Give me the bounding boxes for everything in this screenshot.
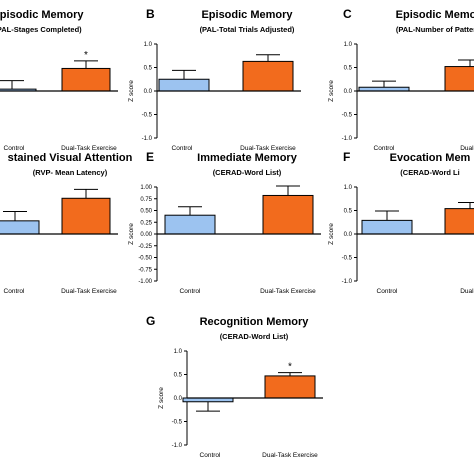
bar-dual-task-exercise <box>444 66 474 92</box>
y-tick-label: 1.0 <box>174 349 183 355</box>
x-tick-label: Dual-Task Exercise <box>61 288 117 295</box>
y-tick-label: 0.0 <box>344 232 353 238</box>
y-tick-label: -1.0 <box>172 443 183 449</box>
panel-title: stained Visual Attention <box>8 152 133 164</box>
y-tick-label: -1.0 <box>142 136 153 142</box>
y-tick-label: 0.0 <box>144 89 153 95</box>
x-tick-label: Control <box>377 288 399 295</box>
y-tick-label: 0.5 <box>344 209 353 215</box>
y-tick-label: -1.0 <box>342 279 353 285</box>
y-axis-label: Z score <box>328 80 335 102</box>
y-tick-label: 0.5 <box>144 66 153 72</box>
y-tick-label: 0.0 <box>344 89 353 95</box>
x-tick-label: Dual-Task Exercise <box>61 145 117 152</box>
y-tick-label: 0.5 <box>174 373 183 379</box>
x-tick-label: Dual-Task Exercise <box>260 288 316 295</box>
chart-panel-6: F Evocation Mem (CERAD-Word Li 1.0 0.5 0.0 -0.… <box>328 150 474 295</box>
y-tick-label: -0.5 <box>142 113 153 119</box>
panel-letter: E <box>146 150 154 164</box>
panel-letter: G <box>146 314 155 328</box>
y-tick-label: -0.50 <box>138 256 152 262</box>
x-tick-label: Control <box>172 145 194 152</box>
y-tick-label: -1.0 <box>342 136 353 142</box>
panel-subtitle: (CERAD-Word List) <box>220 332 289 341</box>
y-tick-label: 0.50 <box>140 209 152 215</box>
panel-subtitle: (RVP- Mean Latency) <box>33 168 108 177</box>
chart-panel-1: Episodic Memory (PAL-Stages Completed) Con… <box>0 9 118 152</box>
panel-subtitle: (CERAD-Word List) <box>213 168 282 177</box>
y-axis-label: Z score <box>328 223 335 245</box>
x-tick-label: Dual-Task Exercise <box>240 145 296 152</box>
bar-control <box>164 214 216 235</box>
y-tick-label: -0.25 <box>138 244 152 250</box>
x-tick-label: Control <box>180 288 202 295</box>
panel-letter: C <box>343 7 352 21</box>
bar-dual-task-exercise <box>61 197 111 235</box>
y-tick-label: -0.75 <box>138 267 152 273</box>
y-tick-label: 1.00 <box>140 185 152 191</box>
y-axis-label: Z score <box>158 387 165 409</box>
y-tick-label: 0.00 <box>140 232 152 238</box>
x-tick-label: Control <box>4 145 26 152</box>
x-tick-label: Dual-T <box>460 145 474 152</box>
panel-subtitle: (PAL-Stages Completed) <box>0 25 82 34</box>
x-tick-label: Control <box>200 452 222 459</box>
bar-dual-task-exercise <box>262 194 314 235</box>
y-tick-label: 1.0 <box>144 42 153 48</box>
bar-dual-task-exercise <box>264 375 316 399</box>
y-tick-label: 0.5 <box>344 66 353 72</box>
y-tick-label: 0.25 <box>140 220 152 226</box>
panel-title: Episodic Memory <box>0 9 84 21</box>
bar-control <box>158 78 210 92</box>
panel-subtitle: (PAL-Total Trials Adjusted) <box>200 25 295 34</box>
significance-marker: * <box>84 50 88 61</box>
y-tick-label: 1.0 <box>344 185 353 191</box>
x-tick-label: Dual-T <box>460 288 474 295</box>
panel-title: Evocation Mem <box>390 152 471 164</box>
y-tick-label: -0.5 <box>342 256 353 262</box>
bar-control <box>0 220 40 235</box>
y-tick-label: -1.00 <box>138 279 152 285</box>
panel-subtitle: (CERAD-Word Li <box>400 168 459 177</box>
chart-panel-7: G Recognition Memory (CERAD-Word List) 1.0 0… <box>146 314 323 459</box>
chart-panel-2: B Episodic Memory (PAL-Total Trials Adjust… <box>128 7 301 152</box>
panel-title: Episodic Memory <box>201 9 293 21</box>
x-tick-label: Dual-Task Exercise <box>262 452 318 459</box>
y-tick-label: 0.0 <box>174 396 183 402</box>
chart-panel-3: C Episodic Memo (PAL-Number of Patter 1.0 0.… <box>328 7 474 152</box>
x-tick-label: Control <box>374 145 396 152</box>
y-tick-label: -0.5 <box>342 113 353 119</box>
panel-letter: B <box>146 7 155 21</box>
panel-title: Recognition Memory <box>200 316 310 328</box>
significance-marker: * <box>288 362 292 373</box>
x-tick-label: Control <box>4 288 26 295</box>
bar-dual-task-exercise <box>61 67 111 92</box>
panel-title: Episodic Memo <box>396 9 474 21</box>
chart-panel-5: E Immediate Memory (CERAD-Word List) 1.00 0.… <box>128 150 321 295</box>
y-axis-label: Z score <box>128 80 135 102</box>
bar-dual-task-exercise <box>444 208 474 235</box>
panel-subtitle: (PAL-Number of Patter <box>396 25 474 34</box>
chart-panel-4: stained Visual Attention (RVP- Mean Laten… <box>0 152 133 295</box>
bar-dual-task-exercise <box>242 60 294 92</box>
y-tick-label: 1.0 <box>344 42 353 48</box>
panel-title: Immediate Memory <box>197 152 298 164</box>
y-tick-label: -0.5 <box>172 420 183 426</box>
y-tick-label: 0.75 <box>140 197 152 203</box>
y-axis-label: Z score <box>128 223 135 245</box>
panel-letter: F <box>343 150 350 164</box>
bar-control <box>361 219 413 235</box>
